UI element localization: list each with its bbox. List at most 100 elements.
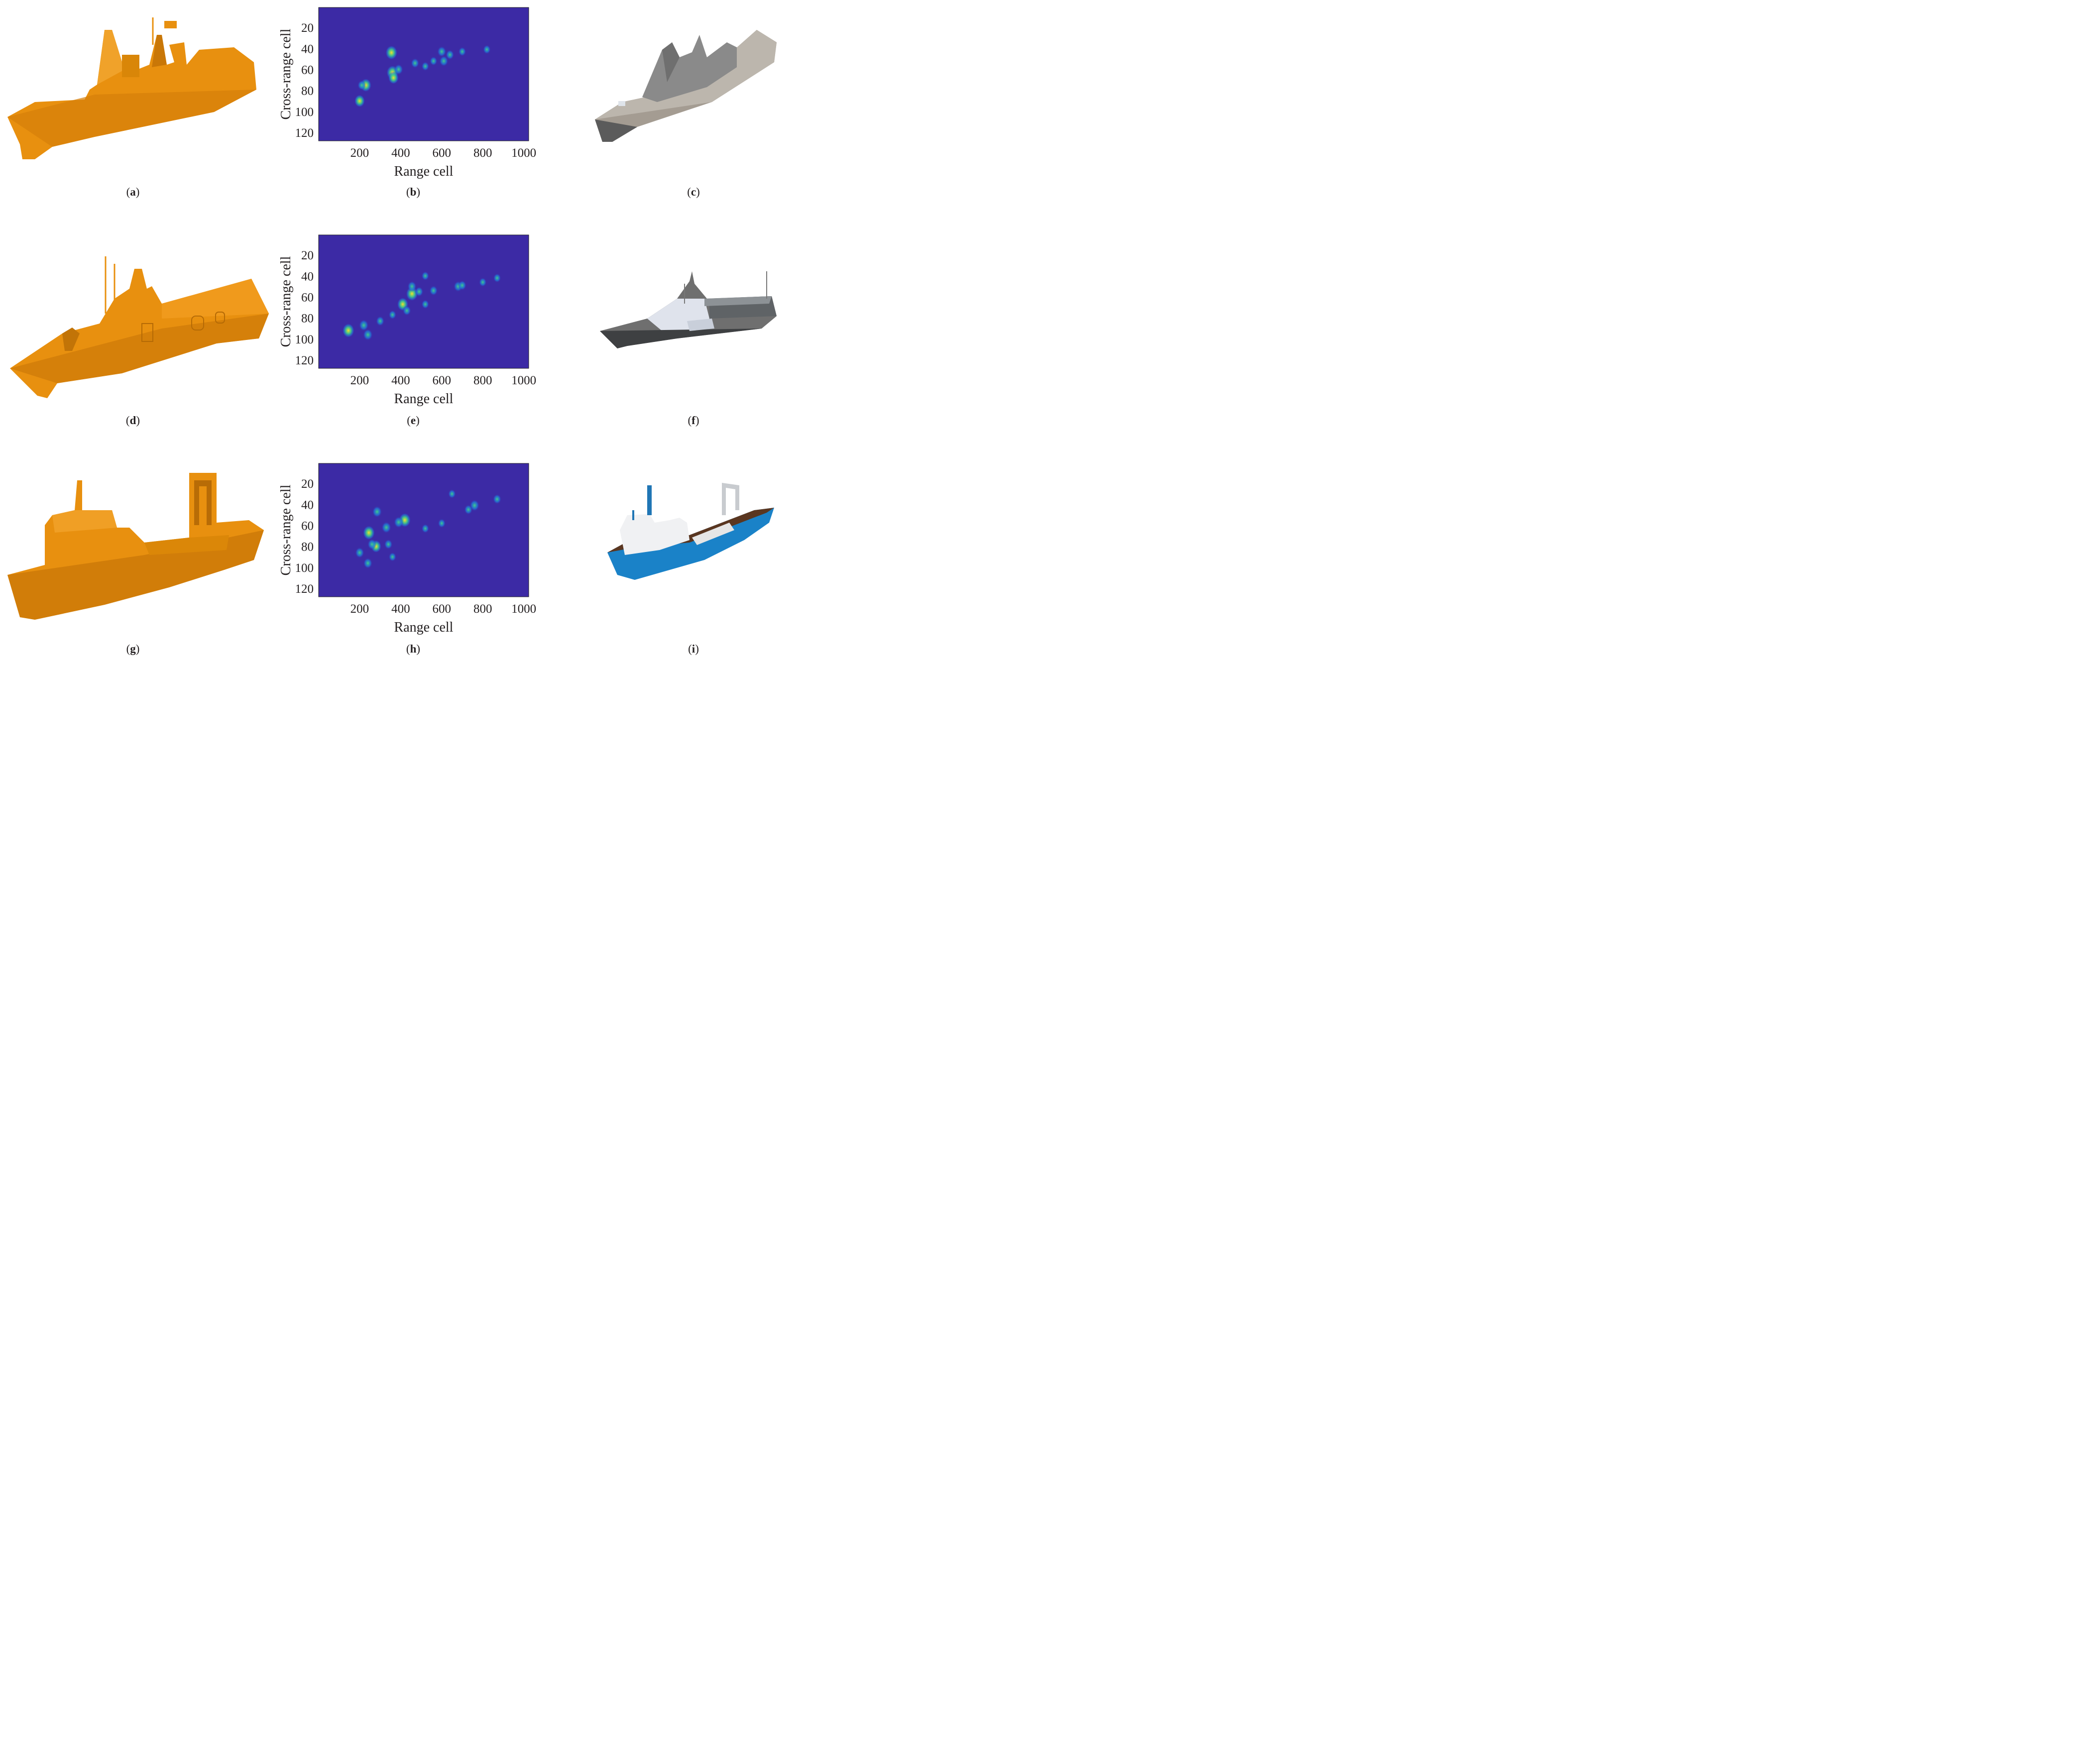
scatter-point [437, 46, 447, 57]
caption-i: (i) [688, 643, 699, 655]
x-tick-label: 600 [433, 602, 452, 616]
ship-1-render [595, 30, 777, 142]
caption-d: (d) [125, 414, 140, 427]
x-tick-label: 800 [473, 374, 492, 387]
y-tick-label: 80 [301, 541, 314, 554]
y-tick-label: 40 [301, 42, 314, 56]
scatter-point [363, 557, 373, 569]
x-tick-label: 600 [433, 374, 452, 387]
scatter-point [415, 286, 424, 297]
caption-a: (a) [126, 186, 140, 198]
scatter-point [384, 539, 393, 550]
scatter-point [362, 525, 375, 540]
heatmap-svg: 200 400 600 800 1000 20 40 60 80 100 120 Range cell… [278, 463, 536, 635]
ship-1-cad-model [7, 17, 256, 159]
scatter-point [464, 504, 473, 515]
scatter-point [388, 71, 399, 85]
scatter-point [483, 45, 491, 54]
y-axis-label: Cross-range cell [278, 484, 294, 575]
y-tick-label: 60 [301, 64, 314, 77]
scatter-point [355, 547, 364, 558]
x-tick-label: 1000 [511, 602, 536, 616]
x-tick-label: 200 [350, 602, 369, 616]
x-tick-label: 200 [350, 374, 369, 387]
scatter-point [407, 281, 417, 292]
scatter-point [385, 45, 398, 60]
scatter-point [421, 61, 430, 71]
y-tick-label: 40 [301, 270, 314, 283]
x-axis-label: Range cell [394, 620, 454, 635]
x-tick-label: 600 [433, 146, 452, 160]
caption-g: (g) [126, 643, 140, 655]
x-tick-label: 800 [473, 146, 492, 160]
y-axis-label: Cross-range cell [278, 28, 294, 119]
scatter-point [381, 521, 391, 534]
x-tick-label: 1000 [511, 146, 536, 160]
y-tick-label: 40 [301, 498, 314, 512]
x-tick-label: 400 [391, 374, 410, 387]
scatter-point [372, 506, 382, 518]
ship-3-render [607, 483, 774, 580]
y-tick-label: 100 [295, 106, 314, 119]
heatmap-svg: 200 400 600 800 1000 20 40 60 80 100 120 Range cell… [278, 234, 536, 407]
caption-c: (c) [687, 186, 700, 198]
x-tick-label: 400 [391, 146, 410, 160]
scatter-point [367, 539, 377, 550]
scatter-point [458, 47, 466, 56]
plot-area [318, 7, 529, 141]
scatter-point [357, 80, 366, 91]
ship-2-cad-model [10, 256, 269, 398]
scatter-point [354, 95, 365, 108]
y-tick-label: 120 [295, 126, 314, 140]
scatter-point [458, 280, 466, 291]
isar-image-h: 200 400 600 800 1000 20 40 60 80 100 120 Range cell… [276, 458, 540, 638]
x-axis-label: Range cell [394, 391, 454, 407]
scatter-point [429, 285, 438, 296]
y-tick-label: 60 [301, 291, 314, 305]
y-tick-label: 120 [295, 354, 314, 367]
scatter-point [388, 552, 397, 562]
scatter-point [376, 316, 385, 327]
caption-b: (b) [406, 186, 421, 198]
y-tick-label: 20 [301, 477, 314, 491]
scatter-point [438, 518, 446, 528]
x-tick-label: 1000 [511, 374, 536, 387]
x-tick-label: 200 [350, 146, 369, 160]
figure: 200 400 600 800 1000 20 40 60 80 100 120 Range cell… [0, 0, 779, 662]
y-tick-label: 80 [301, 85, 314, 98]
scatter-point [421, 271, 430, 281]
caption-f: (f) [688, 414, 699, 427]
y-tick-label: 60 [301, 520, 314, 533]
scatter-point [388, 310, 397, 320]
scatter-point [421, 524, 430, 534]
caption-e: (e) [407, 414, 420, 427]
y-tick-label: 80 [301, 312, 314, 326]
x-axis-label: Range cell [394, 164, 454, 179]
scatter-point [342, 323, 354, 338]
x-tick-label: 800 [473, 602, 492, 616]
scatter-point [448, 489, 456, 499]
ship-2-render [600, 271, 777, 348]
scatter-point [439, 55, 449, 67]
scatter-point [446, 49, 455, 60]
scatter-point [478, 277, 487, 287]
y-tick-label: 20 [301, 21, 314, 35]
scatter-point [493, 273, 501, 283]
scatter-point [358, 319, 369, 331]
heatmap-svg: 200 400 600 800 1000 20 40 60 80 100 120 Range cell… [278, 7, 536, 179]
y-tick-label: 20 [301, 249, 314, 262]
scatter-point [402, 305, 411, 316]
y-tick-label: 100 [295, 333, 314, 346]
scatter-point [411, 58, 420, 69]
y-tick-label: 100 [295, 561, 314, 575]
scatter-point [393, 516, 404, 529]
isar-image-e: 200 400 600 800 1000 20 40 60 80 100 120 Range cell… [276, 230, 540, 409]
scatter-point [394, 64, 403, 75]
caption-h: (h) [406, 643, 421, 655]
scatter-point [493, 494, 502, 504]
y-axis-label: Cross-range cell [278, 256, 294, 347]
isar-image-b: 200 400 600 800 1000 20 40 60 80 100 120 Range cell… [276, 2, 540, 182]
ship-3-cad-model [7, 473, 264, 620]
scatter-point [429, 56, 438, 66]
y-tick-label: 120 [295, 582, 314, 596]
